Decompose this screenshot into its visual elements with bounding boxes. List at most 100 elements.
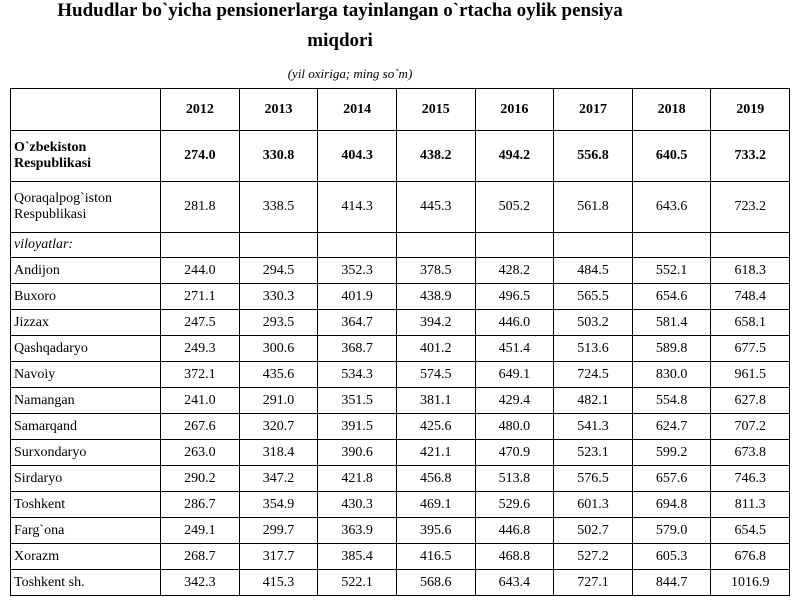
column-header: 2017	[553, 88, 633, 131]
value-cell: 395.6	[395, 517, 476, 544]
value-cell: 372.1	[160, 361, 240, 388]
value-cell: 480.0	[474, 413, 555, 440]
value-cell: 351.5	[317, 387, 397, 414]
table-row: Andijon 244.0 294.5 352.3 378.5 428.2 484.5 552…	[10, 257, 790, 284]
value-cell: 657.6	[631, 465, 712, 492]
column-header: 2015	[395, 88, 476, 131]
value-cell: 281.8	[160, 181, 240, 233]
value-cell: 811.3	[710, 491, 790, 518]
row-label: Jizzax	[10, 309, 161, 336]
value-cell: 390.6	[317, 439, 397, 466]
value-cell: 733.2	[710, 130, 790, 182]
row-label: Namangan	[10, 387, 161, 414]
value-cell: 299.7	[238, 517, 319, 544]
title-line: Hududlar bo`yicha pensionerlarga tayinla…	[57, 0, 623, 21]
value-cell: 378.5	[395, 257, 476, 284]
value-cell: 241.0	[160, 387, 240, 414]
value-cell: 271.1	[160, 283, 240, 310]
value-cell: 247.5	[160, 309, 240, 336]
column-header: 2018	[631, 88, 712, 131]
value-cell: 576.5	[553, 465, 633, 492]
table-row: Xorazm 268.7 317.7 385.4 416.5 468.8 527.2 605.…	[10, 543, 790, 570]
row-label: Sirdaryo	[10, 465, 161, 492]
value-cell: 330.3	[238, 283, 319, 310]
empty-cell	[317, 232, 397, 258]
value-cell: 438.2	[395, 130, 476, 182]
table-row: Namangan 241.0 291.0 351.5 381.1 429.4 482.1 55…	[10, 387, 790, 414]
empty-cell	[238, 232, 319, 258]
table-row: Toshkent sh. 342.3 415.3 522.1 568.6 643.4 727…	[10, 569, 790, 596]
table-row: Jizzax 247.5 293.5 364.7 394.2 446.0 503.2 581.…	[10, 309, 790, 336]
value-cell: 330.8	[238, 130, 319, 182]
value-cell: 249.1	[160, 517, 240, 544]
value-cell: 496.5	[474, 283, 555, 310]
value-cell: 658.1	[710, 309, 790, 336]
value-cell: 446.0	[474, 309, 555, 336]
value-cell: 267.6	[160, 413, 240, 440]
empty-cell	[631, 232, 712, 258]
value-cell: 435.6	[238, 361, 319, 388]
value-cell: 445.3	[395, 181, 476, 233]
value-cell: 342.3	[160, 569, 240, 596]
value-cell: 363.9	[317, 517, 397, 544]
row-label: Navoiy	[10, 361, 161, 388]
pension-table: 2012 2013 2014 2015 2016 2017 2018 2019 O`zbekis…	[10, 88, 790, 596]
value-cell: 503.2	[553, 309, 633, 336]
value-cell: 830.0	[631, 361, 712, 388]
value-cell: 513.6	[553, 335, 633, 362]
value-cell: 294.5	[238, 257, 319, 284]
value-cell: 579.0	[631, 517, 712, 544]
value-cell: 565.5	[553, 283, 633, 310]
value-cell: 723.2	[710, 181, 790, 233]
value-cell: 425.6	[395, 413, 476, 440]
section-label: viloyatlar:	[10, 232, 161, 258]
row-label: Toshkent sh.	[10, 569, 161, 596]
column-header: 2014	[317, 88, 397, 131]
value-cell: 354.9	[238, 491, 319, 518]
value-cell: 430.3	[317, 491, 397, 518]
value-cell: 589.8	[631, 335, 712, 362]
value-cell: 505.2	[474, 181, 555, 233]
table-row: Surxondaryo 263.0 318.4 390.6 421.1 470.9 523.…	[10, 439, 790, 466]
title-line: miqdori	[307, 30, 373, 51]
value-cell: 643.6	[631, 181, 712, 233]
value-cell: 541.3	[553, 413, 633, 440]
value-cell: 446.8	[474, 517, 555, 544]
value-cell: 707.2	[710, 413, 790, 440]
value-cell: 286.7	[160, 491, 240, 518]
value-cell: 605.3	[631, 543, 712, 570]
value-cell: 746.3	[710, 465, 790, 492]
value-cell: 391.5	[317, 413, 397, 440]
value-cell: 724.5	[553, 361, 633, 388]
value-cell: 624.7	[631, 413, 712, 440]
empty-cell	[395, 232, 476, 258]
table-row: Toshkent 286.7 354.9 430.3 469.1 529.6 601.3 69…	[10, 491, 790, 518]
value-cell: 404.3	[317, 130, 397, 182]
empty-cell	[160, 232, 240, 258]
value-cell: 394.2	[395, 309, 476, 336]
table-row: Samarqand 267.6 320.7 391.5 425.6 480.0 541.3 6…	[10, 413, 790, 440]
value-cell: 961.5	[710, 361, 790, 388]
row-label: O`zbekiston Respublikasi	[10, 130, 161, 182]
value-cell: 318.4	[238, 439, 319, 466]
column-header: 2013	[238, 88, 319, 131]
row-label: Qashqadaryo	[10, 335, 161, 362]
value-cell: 727.1	[553, 569, 633, 596]
value-cell: 523.1	[553, 439, 633, 466]
value-cell: 300.6	[238, 335, 319, 362]
value-cell: 527.2	[553, 543, 633, 570]
table-row: O`zbekiston Respublikasi 274.0 330.8 404.3 4…	[10, 130, 790, 182]
value-cell: 268.7	[160, 543, 240, 570]
value-cell: 428.2	[474, 257, 555, 284]
value-cell: 654.5	[710, 517, 790, 544]
value-cell: 556.8	[553, 130, 633, 182]
table-row: Sirdaryo 290.2 347.2 421.8 456.8 513.8 576.5 65…	[10, 465, 790, 492]
row-label: Buxoro	[10, 283, 161, 310]
value-cell: 320.7	[238, 413, 319, 440]
row-label: Toshkent	[10, 491, 161, 518]
value-cell: 574.5	[395, 361, 476, 388]
value-cell: 601.3	[553, 491, 633, 518]
value-cell: 364.7	[317, 309, 397, 336]
value-cell: 568.6	[395, 569, 476, 596]
